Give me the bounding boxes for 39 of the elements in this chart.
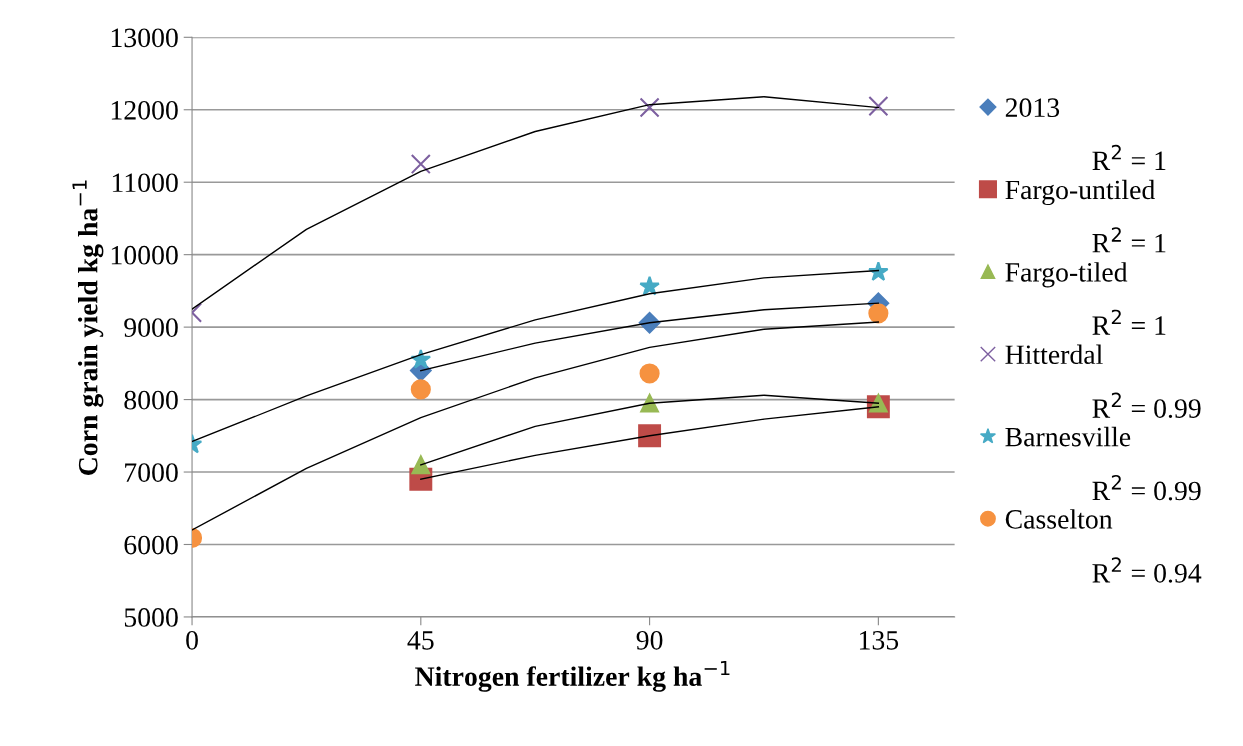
point: [410, 379, 431, 400]
y-tick-label: 10000: [111, 245, 178, 265]
y-tick-label: 11000: [112, 173, 178, 193]
point: [639, 275, 660, 296]
y-axis-title: Corn grain yield kg ha$^{−1}$: [72, 180, 104, 475]
x-tick-label: 45: [407, 631, 434, 650]
legend-label: Barnesville: [1005, 426, 1131, 447]
text: R$^{2}$ = 0.99: [1092, 474, 1201, 501]
text: R$^{2}$ = 0.99: [1092, 392, 1201, 419]
x-tick-label: 135: [859, 631, 899, 650]
x-axis-title: Nitrogen fertilizer kg ha$^{−1}$: [415, 660, 730, 692]
y-tick-label: 5000: [124, 608, 178, 627]
text: R$^{2}$ = 1: [1092, 227, 1166, 253]
legend-label: 2013: [1005, 98, 1060, 118]
x-tick-label: 0: [186, 630, 198, 650]
point: [640, 393, 659, 413]
point: [868, 261, 889, 281]
legend-label: Hitterdal: [1005, 344, 1103, 365]
point: [868, 96, 889, 117]
y-tick-label: 7000: [125, 463, 178, 482]
y-tick-label: 9000: [124, 318, 178, 338]
point: [868, 303, 889, 324]
y-tick-label: 12000: [111, 100, 178, 120]
y-tick-label: 6000: [124, 535, 178, 555]
legend-label: Fargo-tiled: [1005, 262, 1128, 288]
y-tick-label: 8000: [124, 390, 178, 410]
y-tick-label: 13000: [111, 28, 178, 48]
text: R$^{2}$ = 1: [1092, 144, 1166, 170]
point: [639, 97, 660, 118]
point: [411, 455, 431, 475]
text: R$^{2}$ = 0.94: [1092, 557, 1202, 583]
legend-label: Fargo-untiled: [1005, 179, 1155, 206]
point: [638, 424, 662, 448]
text: R$^{2}$ = 1: [1092, 309, 1166, 335]
point: [410, 154, 431, 175]
point: [639, 363, 660, 384]
legend-label: Casselton: [1005, 509, 1113, 529]
line-series: [192, 96, 880, 310]
x-tick-label: 90: [636, 630, 663, 650]
